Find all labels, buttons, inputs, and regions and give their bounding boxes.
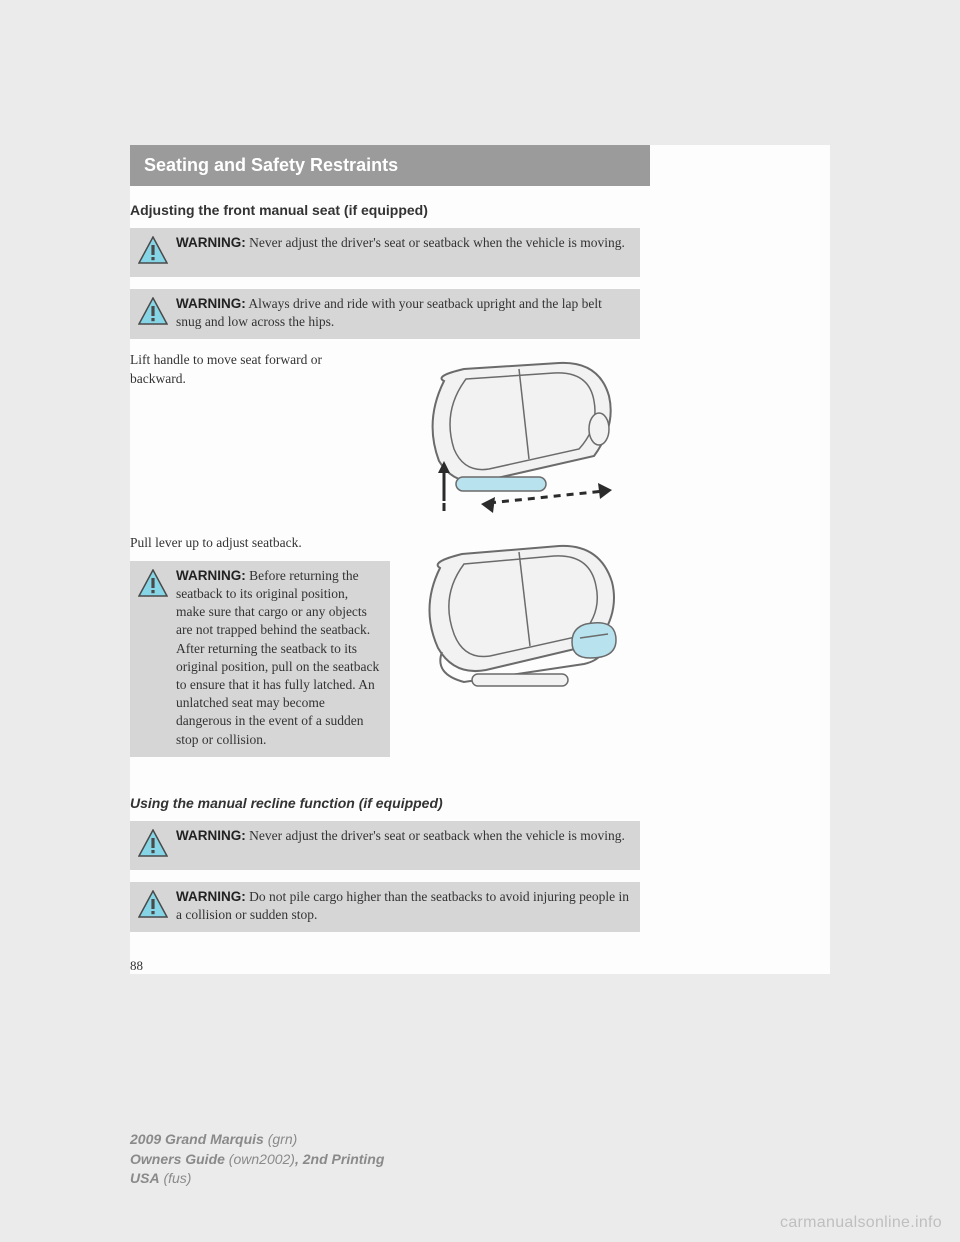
instruction-text: Pull lever up to adjust seatback. xyxy=(130,534,380,552)
warning-label: WARNING: xyxy=(176,568,246,583)
watermark: carmanualsonline.info xyxy=(780,1214,942,1232)
manual-page: Seating and Safety Restraints Adjusting … xyxy=(130,145,830,974)
instruction-text: Lift handle to move seat forward or back… xyxy=(130,351,380,387)
warning-label: WARNING: xyxy=(176,828,246,843)
subheading-recline-function: Using the manual recline function (if eq… xyxy=(130,795,830,811)
instruction-row: Pull lever up to adjust seatback. WARNIN… xyxy=(130,534,830,768)
footer-guide-code: (own2002) xyxy=(225,1151,295,1167)
section-header: Seating and Safety Restraints xyxy=(130,145,650,186)
warning-box: WARNING: Before returning the seatback t… xyxy=(130,561,390,757)
warning-box: WARNING: Always drive and ride with your… xyxy=(130,289,640,339)
subheading-adjust-front-seat: Adjusting the front manual seat (if equi… xyxy=(130,202,830,218)
footer-line-3: USA (fus) xyxy=(130,1169,384,1189)
warning-triangle-icon xyxy=(138,297,168,330)
warning-text: WARNING: Before returning the seatback t… xyxy=(176,567,380,749)
warning-text: WARNING: Always drive and ride with your… xyxy=(176,295,630,331)
warning-text: WARNING: Never adjust the driver's seat … xyxy=(176,234,625,252)
figure-seat-recline-lever xyxy=(394,534,634,719)
warning-body: Never adjust the driver's seat or seatba… xyxy=(246,235,625,250)
warning-label: WARNING: xyxy=(176,296,246,311)
warning-triangle-icon xyxy=(138,569,168,602)
warning-text: WARNING: Never adjust the driver's seat … xyxy=(176,827,625,845)
instruction-text-col: Pull lever up to adjust seatback. WARNIN… xyxy=(130,534,380,768)
warning-box: WARNING: Do not pile cargo higher than t… xyxy=(130,882,640,932)
footer-model-code: (grn) xyxy=(264,1131,297,1147)
document-footer: 2009 Grand Marquis (grn) Owners Guide (o… xyxy=(130,1130,384,1189)
section-title: Seating and Safety Restraints xyxy=(144,155,398,175)
footer-region: USA xyxy=(130,1170,160,1186)
warning-body: Before returning the seatback to its ori… xyxy=(176,568,379,747)
warning-label: WARNING: xyxy=(176,889,246,904)
footer-line-2: Owners Guide (own2002), 2nd Printing xyxy=(130,1150,384,1170)
warning-box: WARNING: Never adjust the driver's seat … xyxy=(130,228,640,277)
instruction-row: Lift handle to move seat forward or back… xyxy=(130,351,830,526)
page-number: 88 xyxy=(130,958,830,974)
footer-model: 2009 Grand Marquis xyxy=(130,1131,264,1147)
warning-label: WARNING: xyxy=(176,235,246,250)
figure-seat-slide xyxy=(394,351,634,526)
warning-triangle-icon xyxy=(138,890,168,923)
footer-region-code: (fus) xyxy=(160,1170,192,1186)
footer-line-1: 2009 Grand Marquis (grn) xyxy=(130,1130,384,1150)
warning-box: WARNING: Never adjust the driver's seat … xyxy=(130,821,640,870)
warning-body: Never adjust the driver's seat or seatba… xyxy=(246,828,625,843)
footer-printing: 2nd Printing xyxy=(303,1151,385,1167)
footer-guide: Owners Guide xyxy=(130,1151,225,1167)
footer-sep: , xyxy=(295,1151,303,1167)
warning-triangle-icon xyxy=(138,829,168,862)
instruction-text-col: Lift handle to move seat forward or back… xyxy=(130,351,380,395)
warning-triangle-icon xyxy=(138,236,168,269)
warning-text: WARNING: Do not pile cargo higher than t… xyxy=(176,888,630,924)
